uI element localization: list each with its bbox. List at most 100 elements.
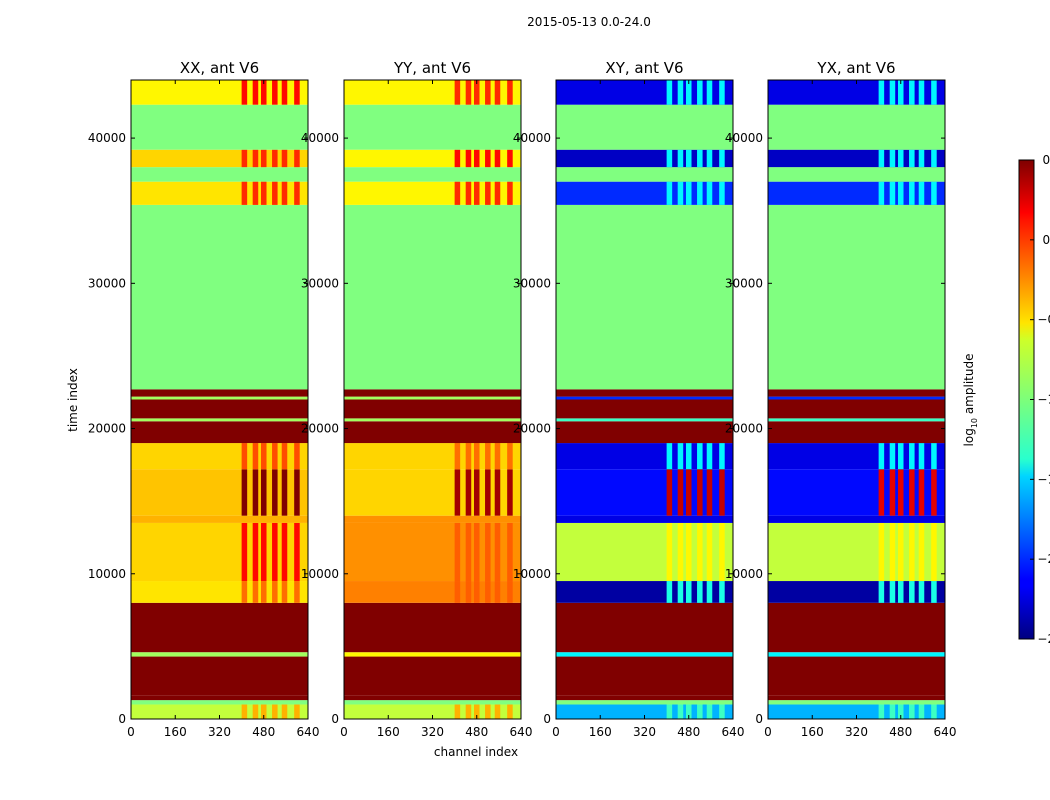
y-tick-label: 40000 [88,131,126,145]
burst-band [918,443,925,470]
burst-band [706,181,713,205]
panel-2: YY, ant V6 0 160 320 480 640 0 10000 20000 30000 4… [301,59,533,739]
burst-band [260,181,267,205]
burst-band [685,581,692,603]
burst-band [931,181,937,205]
y-tick-label: 20000 [88,422,126,436]
burst-band [465,581,472,603]
burst-band [473,581,480,603]
burst-band [909,181,915,205]
panel-3: XY, ant V6 0 160 320 480 640 0 10000 20000 30000 4… [513,59,745,739]
burst-band [260,80,267,105]
burst-band [252,581,259,603]
burst-band [677,581,684,603]
burst-band [294,704,300,719]
burst-band [494,581,501,603]
heatmap-block [768,418,945,422]
burst-band [494,469,501,516]
heatmap-block [768,80,945,105]
burst-band [465,181,472,205]
heatmap-block [556,443,733,470]
heatmap-block [131,469,308,516]
burst-band [454,469,461,516]
burst-band [473,80,480,105]
burst-band [719,443,725,470]
y-axis-label: time index [66,368,80,432]
heatmap-block [556,418,733,422]
burst-band [931,469,937,516]
burst-band [677,80,684,105]
burst-band [878,469,885,516]
burst-band [281,469,288,516]
heatmap-block [131,522,308,582]
colorbar-label-sub: 10 [970,418,979,428]
heatmap-block [131,80,308,105]
burst-band [931,522,937,582]
burst-band [685,443,692,470]
heatmap-block [131,167,308,182]
y-tick-label: 40000 [301,131,339,145]
burst-band [507,80,513,105]
burst-band [485,181,491,205]
y-tick-label: 10000 [725,567,763,581]
burst-band [465,80,472,105]
burst-band [294,80,300,105]
panel-title: YX, ant V6 [816,59,895,77]
burst-band [909,149,915,168]
burst-band [465,469,472,516]
burst-band [294,181,300,205]
burst-band [281,181,288,205]
burst-band [697,443,703,470]
heatmap-block [344,581,521,603]
colorbar-tick-label: 0.5 [1042,153,1050,167]
heatmap-block [556,656,733,696]
burst-band [252,704,259,719]
heatmap-block [344,443,521,470]
burst-band [889,522,896,582]
x-tick-label: 320 [421,725,444,739]
panel-title: XX, ant V6 [180,59,259,77]
colorbar-label-prefix: log [962,428,976,446]
burst-band [465,443,472,470]
burst-band [878,149,885,168]
burst-band [294,443,300,470]
heatmap-block [344,396,521,400]
burst-band [485,443,491,470]
x-tick-label: 640 [297,725,320,739]
burst-band [931,704,937,719]
burst-band [485,581,491,603]
x-tick-label: 160 [801,725,824,739]
burst-band [465,149,472,168]
y-tick-label: 20000 [513,422,551,436]
burst-band [685,522,692,582]
burst-band [494,443,501,470]
burst-band [241,704,248,719]
figure-suptitle: 2015-05-13 0.0-24.0 [527,15,651,29]
y-tick-label: 40000 [725,131,763,145]
burst-band [706,522,713,582]
burst-band [252,181,259,205]
heatmap-block [768,167,945,182]
burst-band [706,469,713,516]
burst-band [706,704,713,719]
burst-band [677,443,684,470]
heatmap-block [556,80,733,105]
burst-band [878,581,885,603]
burst-band [507,704,513,719]
heatmap-block [768,104,945,150]
heatmap-block [768,443,945,470]
burst-band [260,469,267,516]
burst-band [918,149,925,168]
y-tick-label: 20000 [301,422,339,436]
burst-band [909,704,915,719]
y-tick-label: 30000 [301,276,339,290]
burst-band [272,581,278,603]
heatmap-block [344,469,521,516]
heatmap-block [131,656,308,696]
burst-band [272,443,278,470]
burst-band [697,704,703,719]
heatmap-block [768,399,945,419]
x-tick-label: 320 [845,725,868,739]
burst-band [272,149,278,168]
